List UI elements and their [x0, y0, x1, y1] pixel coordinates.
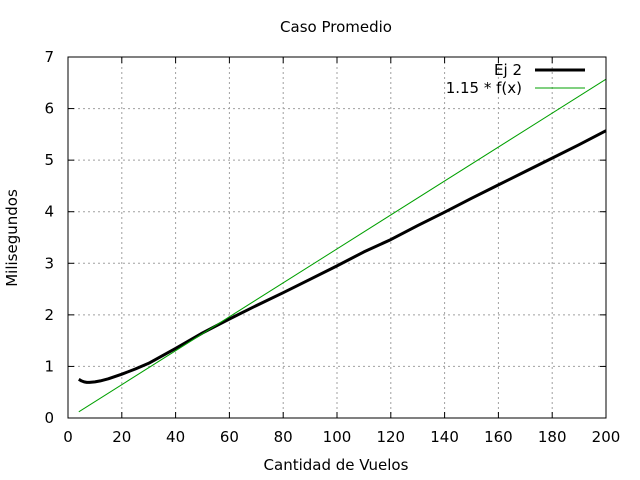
x-tick-label: 200 [592, 428, 621, 446]
x-tick-label: 80 [274, 428, 293, 446]
x-tick-label: 0 [63, 428, 73, 446]
chart-title: Caso Promedio [280, 18, 392, 36]
x-tick-label: 60 [220, 428, 239, 446]
series-layer [78, 78, 607, 413]
y-tick-label: 7 [44, 48, 54, 66]
x-tick-label: 100 [323, 428, 352, 446]
legend: Ej 21.15 * f(x) [446, 61, 585, 97]
y-tick-label: 6 [44, 100, 54, 118]
x-axis-label: Cantidad de Vuelos [264, 456, 409, 474]
y-tick-label: 4 [44, 203, 54, 221]
y-axis-label: Milisegundos [3, 189, 21, 287]
x-tick-label: 40 [166, 428, 185, 446]
x-tick-label: 20 [112, 428, 131, 446]
x-tick-label: 160 [484, 428, 513, 446]
x-tick-label: 140 [430, 428, 459, 446]
legend-label-1: Ej 2 [494, 61, 522, 79]
grid [68, 57, 606, 418]
y-tick-label: 2 [44, 306, 54, 324]
series-line-2 [78, 78, 607, 413]
ticks: 0 20 40 60 80 100 120 140 160 180 200 0 1 2 3 4 5 6 7 [44, 48, 620, 446]
x-tick-label: 120 [376, 428, 405, 446]
series-line-1 [78, 129, 607, 384]
y-tick-label: 1 [44, 357, 54, 375]
y-tick-label: 3 [44, 254, 54, 272]
legend-label-2: 1.15 * f(x) [446, 79, 522, 97]
x-tick-label: 180 [538, 428, 567, 446]
y-tick-label: 5 [44, 151, 54, 169]
y-tick-label: 0 [44, 409, 54, 427]
